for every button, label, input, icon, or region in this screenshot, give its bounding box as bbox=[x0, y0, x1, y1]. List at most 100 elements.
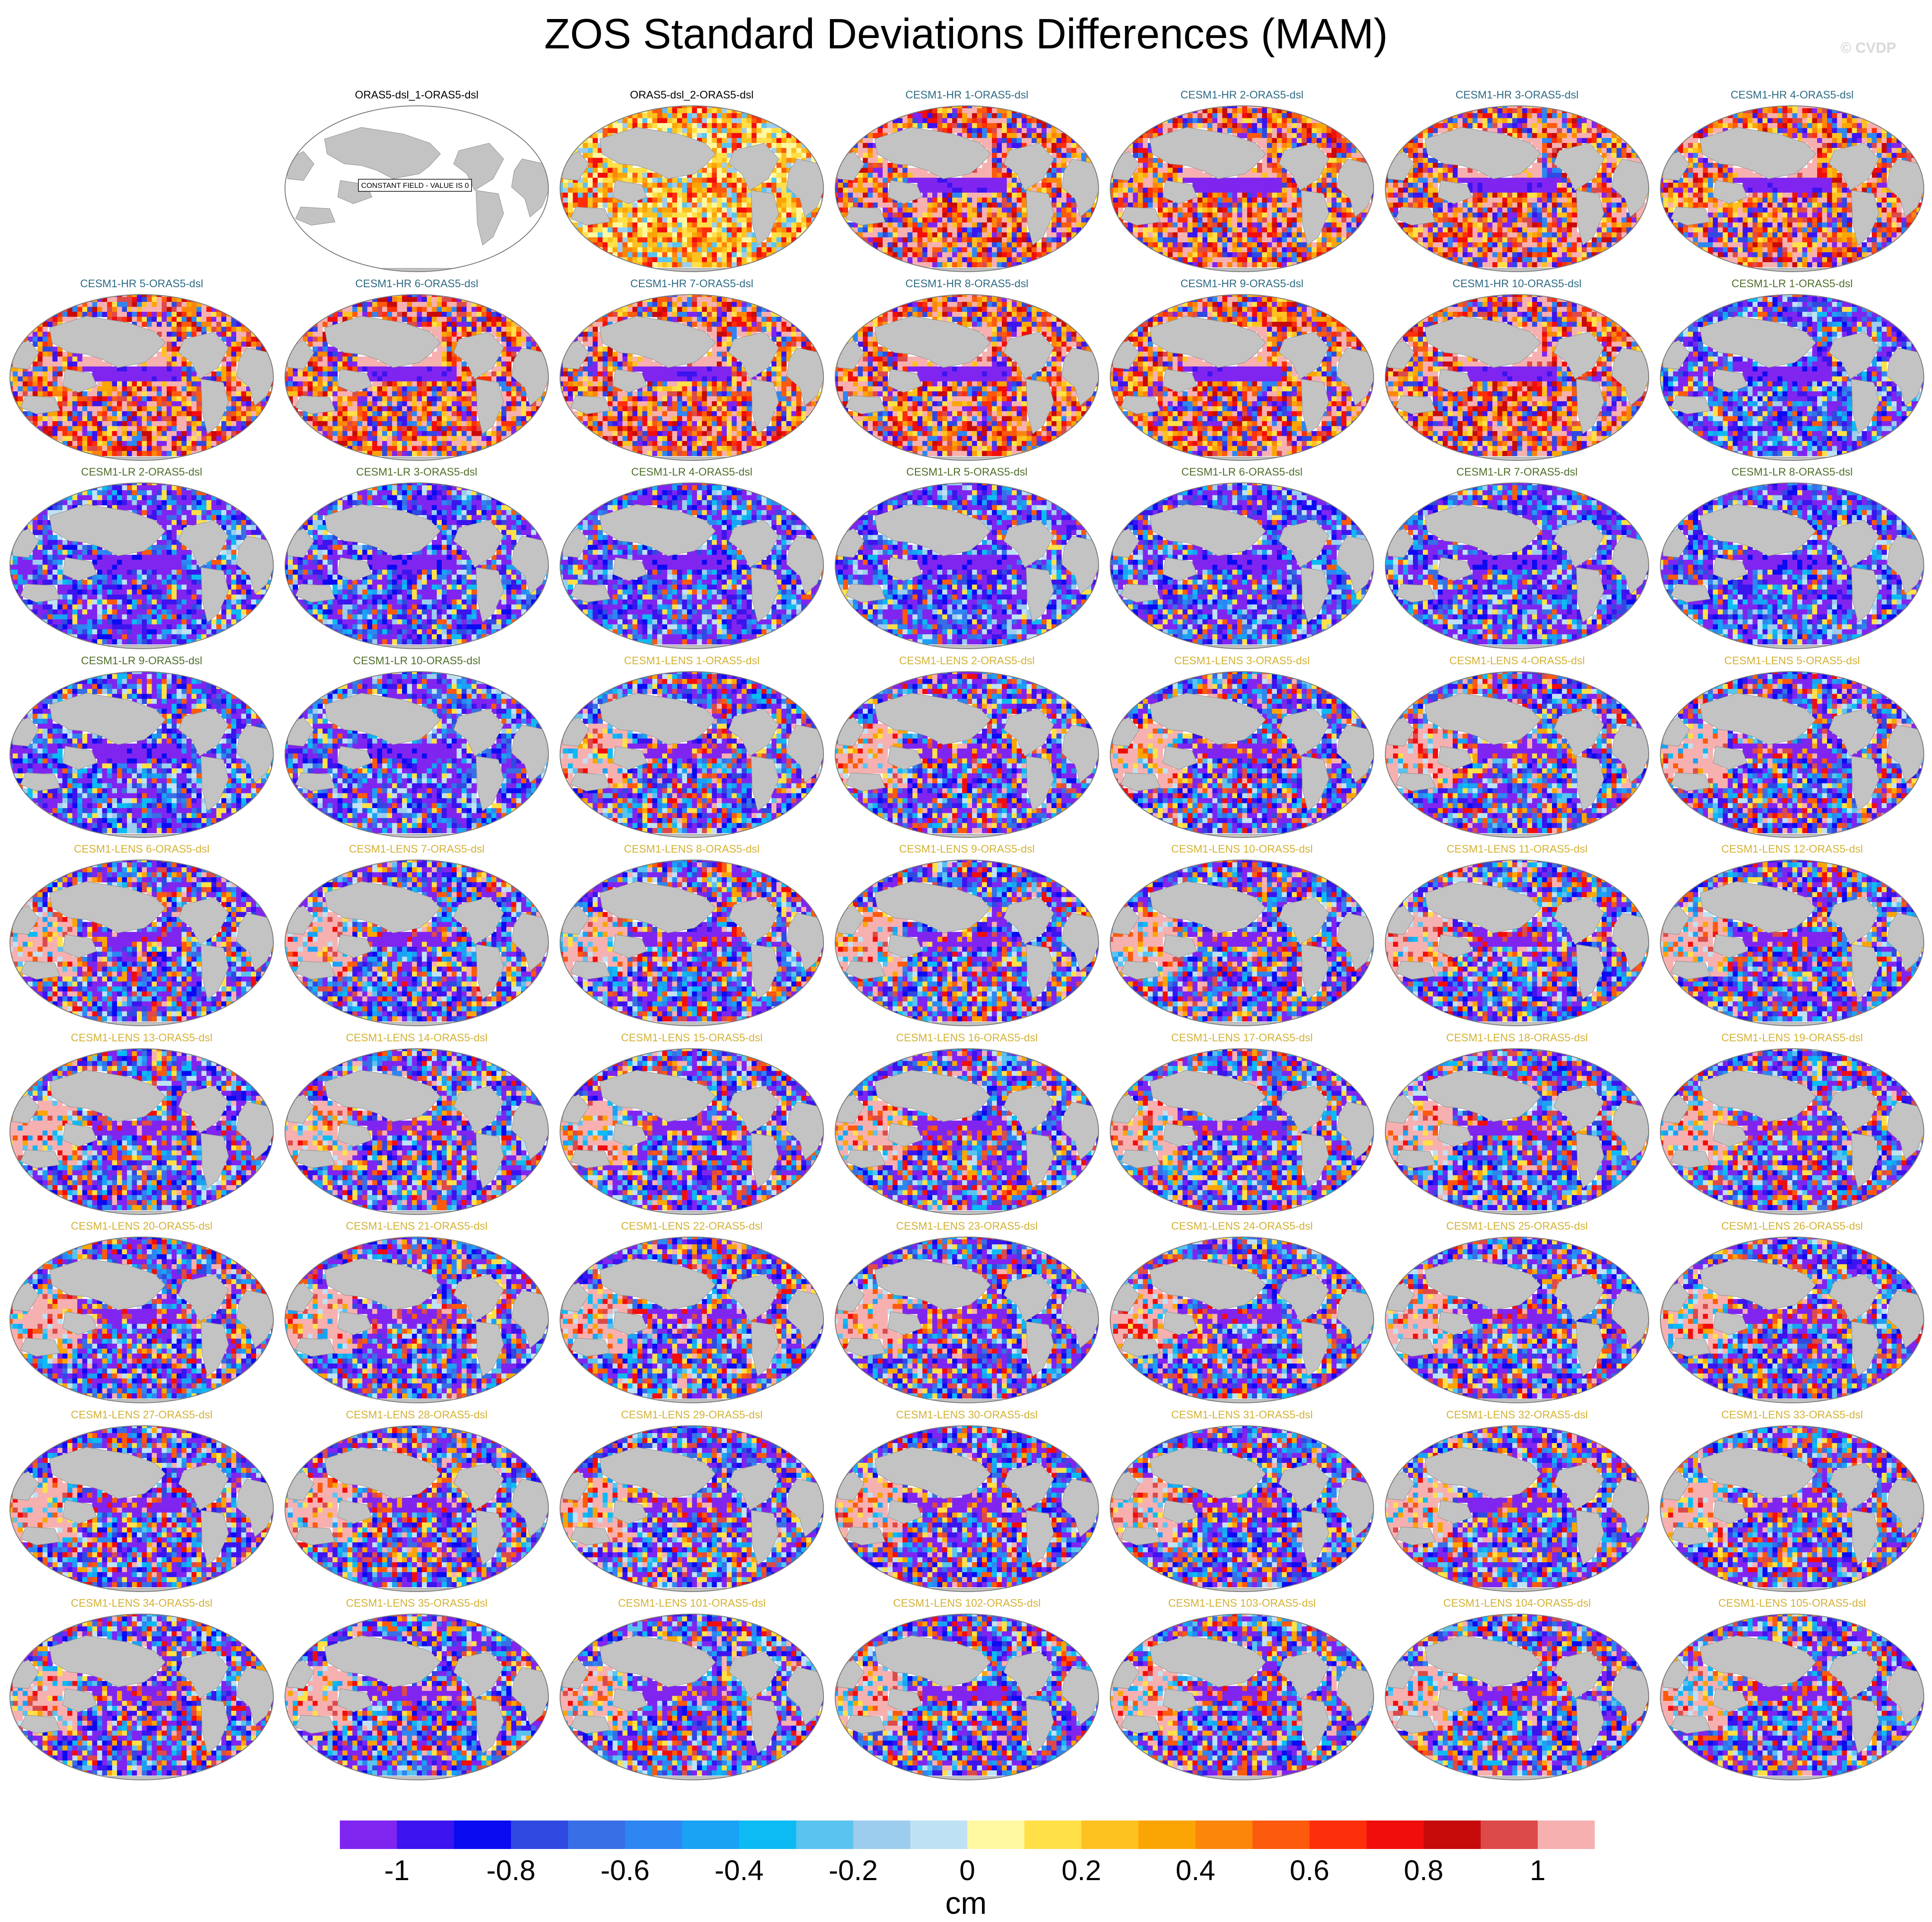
world-map bbox=[8, 1046, 276, 1217]
world-map bbox=[833, 292, 1101, 463]
panel-title: CESM1-LR 9-ORAS5-dsl bbox=[8, 654, 276, 667]
colorbar-swatch bbox=[1138, 1821, 1196, 1849]
map-panel: CESM1-HR 1-ORAS5-dsl bbox=[833, 89, 1101, 274]
panel-title: CESM1-LENS 18-ORAS5-dsl bbox=[1383, 1031, 1651, 1044]
panel-title: CESM1-LENS 24-ORAS5-dsl bbox=[1108, 1220, 1376, 1233]
panel-title: CESM1-LENS 6-ORAS5-dsl bbox=[8, 843, 276, 856]
world-map bbox=[8, 669, 276, 840]
panel-title: CESM1-HR 7-ORAS5-dsl bbox=[558, 277, 826, 290]
panel-title: CESM1-LENS 20-ORAS5-dsl bbox=[8, 1220, 276, 1233]
world-map bbox=[1108, 480, 1376, 651]
map-panel: CESM1-LENS 16-ORAS5-dsl bbox=[833, 1031, 1101, 1217]
world-map bbox=[1383, 1046, 1651, 1217]
colorbar-swatch bbox=[739, 1821, 797, 1849]
world-map bbox=[833, 669, 1101, 840]
colorbar-tick-label: 0.8 bbox=[1404, 1853, 1444, 1887]
colorbar-swatch bbox=[910, 1821, 968, 1849]
world-map bbox=[558, 669, 826, 840]
colorbar-tick-label: -0.6 bbox=[601, 1853, 650, 1887]
map-panel: CESM1-LENS 12-ORAS5-dsl bbox=[1658, 843, 1926, 1028]
map-panel: CESM1-LENS 24-ORAS5-dsl bbox=[1108, 1220, 1376, 1405]
map-panel: ORAS5-dsl_1-ORAS5-dsl CONSTANT FIELD - VA… bbox=[283, 89, 551, 274]
map-panel: CESM1-LENS 6-ORAS5-dsl bbox=[8, 843, 276, 1028]
panel-title: CESM1-LENS 31-ORAS5-dsl bbox=[1108, 1408, 1376, 1421]
panel-title: CESM1-LENS 32-ORAS5-dsl bbox=[1383, 1408, 1651, 1421]
constant-field-label: CONSTANT FIELD - VALUE IS 0 bbox=[361, 181, 469, 190]
panel-title: CESM1-LR 4-ORAS5-dsl bbox=[558, 466, 826, 479]
colorbar-tick-label: -1 bbox=[384, 1853, 410, 1887]
map-panel: CESM1-LENS 14-ORAS5-dsl bbox=[283, 1031, 551, 1217]
world-map bbox=[8, 1423, 276, 1594]
world-map bbox=[283, 480, 551, 651]
map-panel: CESM1-LENS 8-ORAS5-dsl bbox=[558, 843, 826, 1028]
world-map: CONSTANT FIELD - VALUE IS 0 bbox=[283, 103, 551, 274]
panel-title: CESM1-LENS 33-ORAS5-dsl bbox=[1658, 1408, 1926, 1421]
map-panel: CESM1-LENS 2-ORAS5-dsl bbox=[833, 654, 1101, 840]
panel-title: CESM1-LENS 5-ORAS5-dsl bbox=[1658, 654, 1926, 667]
map-panel: CESM1-LENS 27-ORAS5-dsl bbox=[8, 1408, 276, 1594]
map-panel: CESM1-LENS 32-ORAS5-dsl bbox=[1383, 1408, 1651, 1594]
panel-title: CESM1-LENS 101-ORAS5-dsl bbox=[558, 1597, 826, 1610]
world-map bbox=[1383, 1611, 1651, 1782]
world-map bbox=[1658, 480, 1926, 651]
world-map bbox=[8, 1611, 276, 1782]
colorbar-swatch bbox=[568, 1821, 625, 1849]
colorbar-swatch bbox=[1481, 1821, 1538, 1849]
world-map bbox=[1383, 292, 1651, 463]
map-panel: ORAS5-dsl_2-ORAS5-dsl bbox=[558, 89, 826, 274]
colorbar-tick-label: 0.2 bbox=[1061, 1853, 1101, 1887]
world-map bbox=[283, 1423, 551, 1594]
world-map bbox=[283, 1234, 551, 1405]
panel-title: CESM1-HR 1-ORAS5-dsl bbox=[833, 89, 1101, 101]
map-panel: CESM1-LENS 17-ORAS5-dsl bbox=[1108, 1031, 1376, 1217]
colorbar-swatch bbox=[1538, 1821, 1595, 1849]
colorbar-tick-label: 0.4 bbox=[1175, 1853, 1215, 1887]
colorbar-tick-label: -0.4 bbox=[715, 1853, 764, 1887]
world-map bbox=[1658, 1046, 1926, 1217]
colorbar-tick-label: -0.8 bbox=[486, 1853, 535, 1887]
world-map bbox=[283, 292, 551, 463]
panel-title: CESM1-LR 5-ORAS5-dsl bbox=[833, 466, 1101, 479]
panel-title: CESM1-LENS 27-ORAS5-dsl bbox=[8, 1408, 276, 1421]
colorbar-tick-label: 1 bbox=[1530, 1853, 1546, 1887]
colorbar-swatch bbox=[682, 1821, 740, 1849]
colorbar-swatch bbox=[511, 1821, 568, 1849]
world-map bbox=[1108, 1046, 1376, 1217]
panel-title: CESM1-LENS 34-ORAS5-dsl bbox=[8, 1597, 276, 1610]
world-map bbox=[1658, 1423, 1926, 1594]
panel-title: CESM1-LENS 22-ORAS5-dsl bbox=[558, 1220, 826, 1233]
map-panel: CESM1-LENS 3-ORAS5-dsl bbox=[1108, 654, 1376, 840]
world-map bbox=[558, 1423, 826, 1594]
map-panel: CESM1-HR 5-ORAS5-dsl bbox=[8, 277, 276, 463]
world-map bbox=[833, 1234, 1101, 1405]
map-panel: CESM1-LR 6-ORAS5-dsl bbox=[1108, 466, 1376, 651]
map-panel: CESM1-HR 7-ORAS5-dsl bbox=[558, 277, 826, 463]
colorbar-swatch bbox=[454, 1821, 511, 1849]
map-panel: CESM1-HR 8-ORAS5-dsl bbox=[833, 277, 1101, 463]
map-panel: CESM1-LENS 10-ORAS5-dsl bbox=[1108, 843, 1376, 1028]
panel-title: CESM1-LENS 2-ORAS5-dsl bbox=[833, 654, 1101, 667]
world-map bbox=[8, 1234, 276, 1405]
colorbar-swatch bbox=[625, 1821, 682, 1849]
panel-title: CESM1-HR 10-ORAS5-dsl bbox=[1383, 277, 1651, 290]
map-panel: CESM1-LENS 19-ORAS5-dsl bbox=[1658, 1031, 1926, 1217]
map-panel: CESM1-LENS 34-ORAS5-dsl bbox=[8, 1597, 276, 1782]
world-map bbox=[283, 1046, 551, 1217]
map-panel: CESM1-LENS 5-ORAS5-dsl bbox=[1658, 654, 1926, 840]
world-map bbox=[1108, 1423, 1376, 1594]
map-panel: CESM1-LENS 25-ORAS5-dsl bbox=[1383, 1220, 1651, 1405]
panel-title: CESM1-LR 2-ORAS5-dsl bbox=[8, 466, 276, 479]
colorbar-tick-label: 0 bbox=[960, 1853, 976, 1887]
colorbar-swatch bbox=[1195, 1821, 1253, 1849]
colorbar-tick-label: 0.6 bbox=[1290, 1853, 1330, 1887]
map-panel: CESM1-LENS 15-ORAS5-dsl bbox=[558, 1031, 826, 1217]
world-map bbox=[833, 103, 1101, 274]
panel-title: CESM1-LENS 103-ORAS5-dsl bbox=[1108, 1597, 1376, 1610]
panel-title: CESM1-LENS 14-ORAS5-dsl bbox=[283, 1031, 551, 1044]
panel-title: CESM1-LR 10-ORAS5-dsl bbox=[283, 654, 551, 667]
world-map bbox=[1108, 103, 1376, 274]
map-panel: CESM1-HR 3-ORAS5-dsl bbox=[1383, 89, 1651, 274]
colorbar-swatch bbox=[1424, 1821, 1481, 1849]
panel-title: CESM1-LENS 9-ORAS5-dsl bbox=[833, 843, 1101, 856]
map-panel: CESM1-LENS 29-ORAS5-dsl bbox=[558, 1408, 826, 1594]
